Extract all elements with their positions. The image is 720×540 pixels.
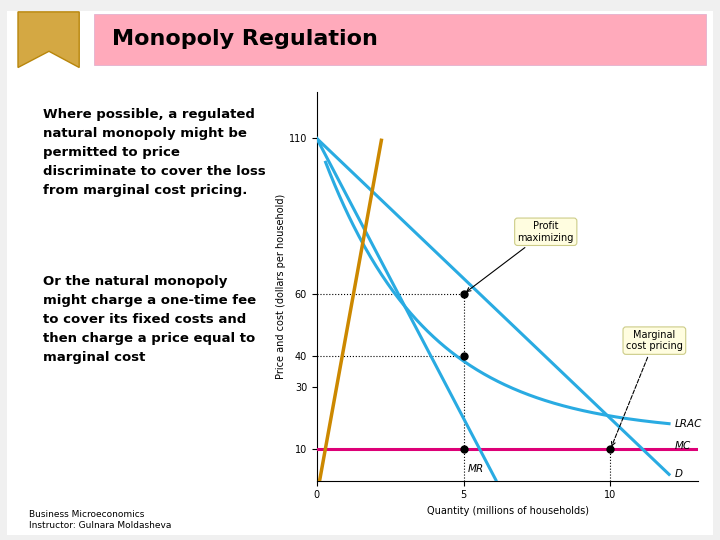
- Text: D: D: [675, 469, 683, 480]
- FancyBboxPatch shape: [7, 11, 713, 535]
- X-axis label: Quantity (millions of households): Quantity (millions of households): [426, 506, 589, 516]
- Text: Business Microeconomics
Instructor: Gulnara Moldasheva: Business Microeconomics Instructor: Guln…: [29, 510, 171, 530]
- Text: Or the natural monopoly
might charge a one-time fee
to cover its fixed costs and: Or the natural monopoly might charge a o…: [43, 275, 256, 364]
- Text: Where possible, a regulated
natural monopoly might be
permitted to price
discrim: Where possible, a regulated natural mono…: [43, 108, 266, 197]
- Text: Profit
maximizing: Profit maximizing: [467, 221, 574, 292]
- Text: MR: MR: [468, 464, 485, 474]
- Text: LRAC: LRAC: [675, 418, 702, 429]
- Text: Monopoly Regulation: Monopoly Regulation: [112, 29, 377, 50]
- Text: Marginal
cost pricing: Marginal cost pricing: [611, 330, 683, 446]
- Polygon shape: [18, 12, 79, 68]
- FancyBboxPatch shape: [94, 14, 706, 65]
- Text: MC: MC: [675, 441, 691, 451]
- Y-axis label: Price and cost (dollars per household): Price and cost (dollars per household): [276, 193, 286, 379]
